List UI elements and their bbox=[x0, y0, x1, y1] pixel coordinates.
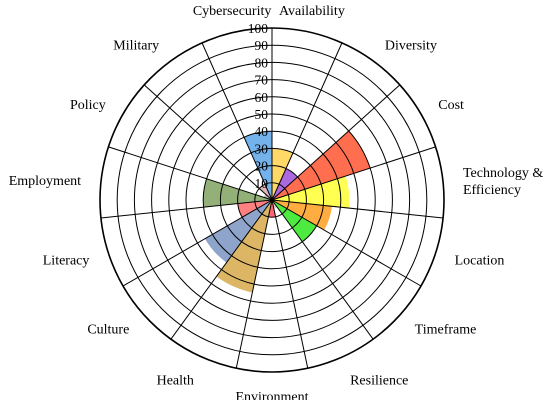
grid-spoke bbox=[271, 199, 374, 340]
grid-spoke bbox=[100, 199, 273, 219]
category-label-location: Location bbox=[455, 253, 505, 268]
radial-tick-labels: 10 20 30 40 50 60 70 80 90 100 bbox=[248, 21, 269, 191]
category-label-cybersecurity: Cybersecurity bbox=[193, 4, 272, 19]
radial-tick-label: 30 bbox=[255, 141, 269, 156]
category-label-availability: Availability bbox=[279, 4, 345, 19]
category-label-policy: Policy bbox=[70, 98, 106, 113]
radial-tick-label: 100 bbox=[248, 21, 269, 36]
radial-tick-label: 40 bbox=[255, 124, 269, 139]
category-label-technology-and-efficiency: Technology & Efficiency bbox=[463, 166, 543, 198]
category-label-employment: Employment bbox=[9, 174, 81, 189]
grid-spoke bbox=[143, 84, 273, 201]
category-label-military: Military bbox=[113, 39, 159, 54]
grid-spoke bbox=[271, 42, 343, 201]
sector-timeframe bbox=[272, 200, 317, 242]
sector-health bbox=[216, 200, 272, 293]
sector-technology-and-efficiency bbox=[272, 176, 350, 209]
radial-tick-label: 10 bbox=[255, 176, 269, 191]
category-label-resilience: Resilience bbox=[350, 373, 408, 388]
sector-cost bbox=[272, 130, 371, 200]
radial-tick-label: 60 bbox=[255, 90, 269, 105]
category-label-timeframe: Timeframe bbox=[415, 322, 477, 337]
category-label-diversity: Diversity bbox=[385, 39, 437, 54]
radial-tick-label: 90 bbox=[255, 38, 269, 53]
grid-spoke bbox=[271, 199, 444, 219]
grid-spoke bbox=[170, 199, 273, 340]
category-label-literacy: Literacy bbox=[43, 253, 90, 268]
category-label-environment: Environment bbox=[235, 390, 308, 400]
category-label-culture: Culture bbox=[87, 322, 129, 337]
grid-spoke bbox=[271, 199, 309, 369]
sector-military bbox=[259, 184, 272, 200]
grid-layer bbox=[99, 27, 445, 373]
radial-tick-label: 50 bbox=[255, 107, 269, 122]
sector-diversity bbox=[272, 168, 298, 200]
grid-spoke bbox=[271, 199, 422, 287]
radial-tick-label: 20 bbox=[255, 159, 269, 174]
grid-spoke bbox=[201, 42, 273, 201]
grid-spoke bbox=[271, 146, 436, 201]
grid-spoke bbox=[122, 199, 273, 287]
sector-literacy bbox=[237, 200, 272, 218]
grid-spoke bbox=[271, 84, 401, 201]
grid-spoke bbox=[235, 199, 273, 369]
category-label-health: Health bbox=[157, 373, 194, 388]
grid-spoke bbox=[108, 146, 273, 201]
radial-tick-label: 70 bbox=[255, 73, 269, 88]
category-label-cost: Cost bbox=[438, 98, 464, 113]
category-labels: Availability Diversity Cost Technology & Eff… bbox=[9, 4, 544, 400]
sector-environment bbox=[268, 200, 276, 218]
radial-tick-label: 80 bbox=[255, 55, 269, 70]
